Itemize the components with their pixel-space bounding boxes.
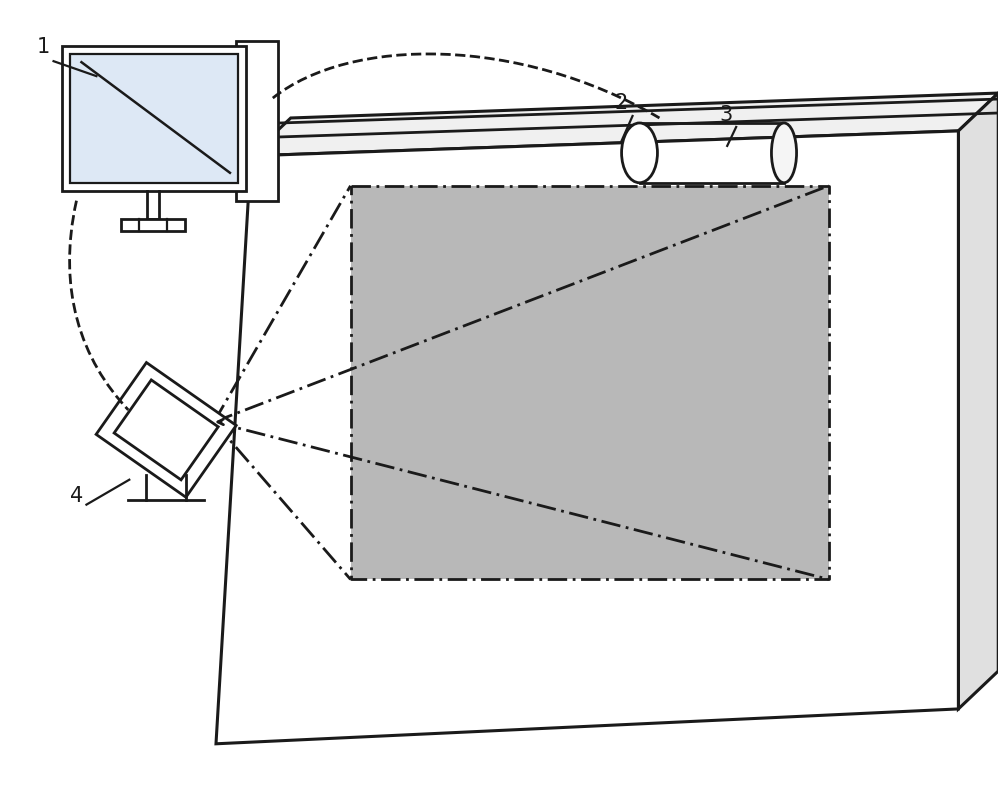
Text: 1: 1 (37, 37, 50, 57)
Ellipse shape (622, 123, 657, 183)
Polygon shape (216, 131, 958, 744)
Polygon shape (236, 41, 278, 201)
Text: 2: 2 (615, 93, 628, 113)
Polygon shape (958, 93, 998, 709)
Polygon shape (251, 93, 998, 156)
Polygon shape (351, 186, 829, 579)
Polygon shape (70, 54, 238, 183)
Polygon shape (62, 46, 246, 190)
Ellipse shape (771, 123, 797, 183)
Polygon shape (121, 218, 185, 230)
Polygon shape (96, 363, 236, 497)
Polygon shape (114, 380, 218, 480)
Text: 3: 3 (719, 105, 732, 125)
Text: 4: 4 (70, 485, 83, 505)
